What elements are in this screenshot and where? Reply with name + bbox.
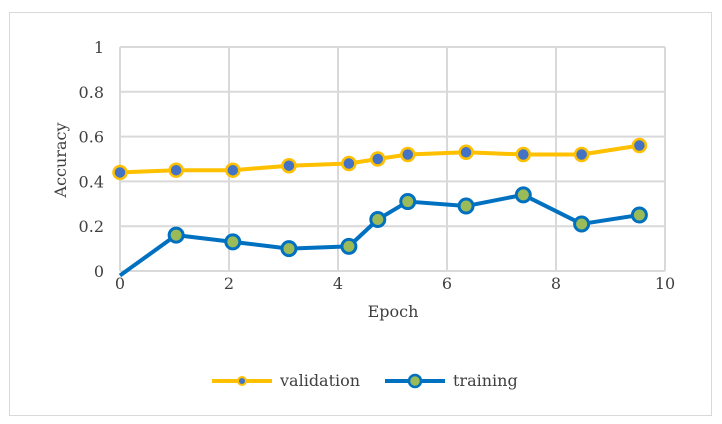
data-point-training bbox=[369, 210, 387, 228]
data-point-validation bbox=[281, 157, 297, 174]
data-point-training bbox=[399, 193, 417, 211]
legend-label-validation: validation bbox=[279, 371, 360, 390]
series-layer bbox=[112, 137, 648, 278]
chart-frame bbox=[9, 12, 712, 416]
legend-label-training: training bbox=[453, 371, 518, 390]
series-training bbox=[118, 186, 648, 278]
x-tick-label: 6 bbox=[442, 274, 452, 293]
y-tick-label: 0.6 bbox=[79, 128, 104, 147]
data-point-training bbox=[280, 240, 298, 258]
series-validation bbox=[112, 137, 648, 181]
series-line-training bbox=[118, 192, 640, 278]
x-tick-label: 4 bbox=[333, 274, 343, 293]
data-point-validation bbox=[400, 146, 416, 163]
data-point-training bbox=[514, 186, 532, 204]
data-point-validation bbox=[168, 162, 184, 178]
legend: validation training bbox=[212, 371, 518, 390]
legend-item-training: training bbox=[385, 371, 518, 390]
data-point-training bbox=[167, 226, 185, 244]
data-point-training bbox=[340, 237, 358, 255]
x-tick-labels: 0 2 4 6 8 10 bbox=[115, 274, 675, 293]
legend-item-validation: validation bbox=[212, 371, 360, 390]
data-point-validation bbox=[370, 151, 386, 167]
y-tick-labels: 0 0.2 0.4 0.6 0.8 1 bbox=[79, 38, 104, 281]
data-point-training bbox=[573, 215, 591, 233]
legend-marker-validation bbox=[237, 376, 247, 386]
y-tick-label: 0.8 bbox=[79, 83, 104, 102]
x-tick-label: 0 bbox=[115, 274, 125, 293]
x-tick-label: 2 bbox=[224, 274, 234, 293]
data-point-training bbox=[630, 206, 648, 224]
y-tick-label: 0.2 bbox=[79, 217, 104, 236]
y-tick-label: 0.4 bbox=[79, 172, 104, 191]
data-point-validation bbox=[225, 162, 241, 178]
y-tick-label: 1 bbox=[94, 38, 104, 57]
data-point-validation bbox=[631, 137, 648, 154]
grid bbox=[119, 46, 666, 272]
data-point-validation bbox=[341, 155, 357, 172]
data-point-validation bbox=[112, 164, 128, 181]
data-point-validation bbox=[515, 146, 532, 163]
data-point-validation bbox=[573, 146, 590, 163]
x-tick-label: 8 bbox=[551, 274, 561, 293]
x-tick-label: 10 bbox=[655, 274, 675, 293]
x-axis-title: Epoch bbox=[368, 302, 419, 321]
y-axis-title: Accuracy bbox=[51, 123, 70, 199]
legend-marker-training bbox=[407, 373, 423, 389]
data-point-validation bbox=[458, 144, 474, 161]
data-point-training bbox=[224, 233, 242, 251]
y-tick-label: 0 bbox=[94, 262, 104, 281]
data-point-training bbox=[457, 197, 475, 215]
